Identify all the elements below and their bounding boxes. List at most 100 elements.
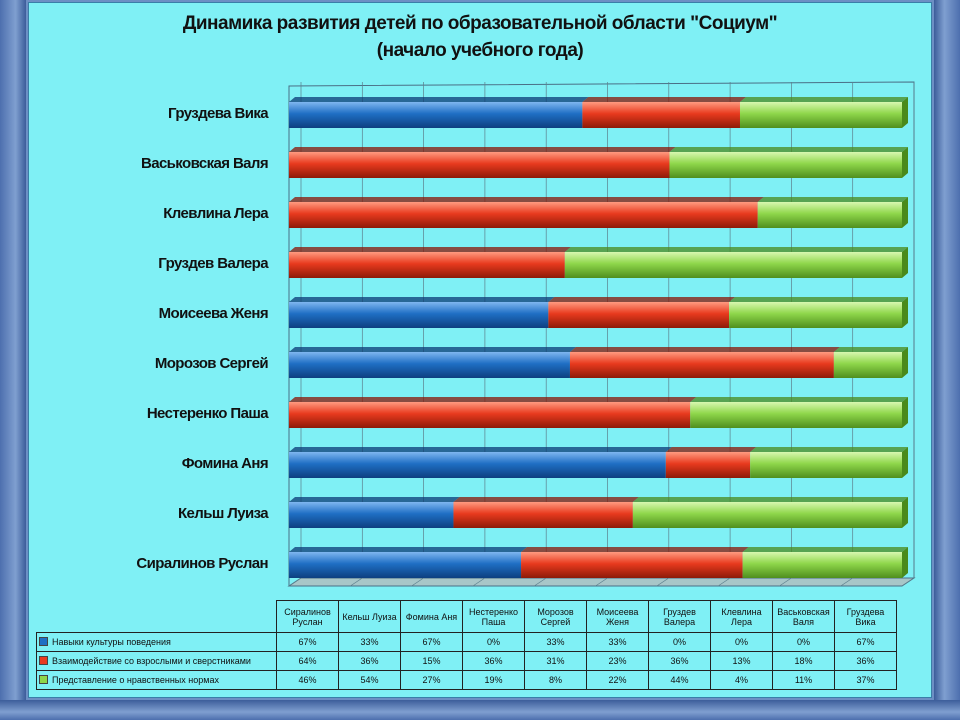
bar-end-cap [902, 147, 908, 178]
table-header-cell: Нестеренко Паша [462, 600, 525, 633]
bar-segment [289, 297, 555, 328]
table-cell: 36% [462, 651, 525, 671]
bar-top-face [289, 147, 676, 152]
table-cell: 11% [772, 670, 835, 690]
category-label: Кельш Луиза [178, 505, 269, 522]
bar-segment [750, 447, 908, 478]
table-header-row: Сиралинов Руслан Кельш Луиза Фомина Аня Нес… [36, 600, 897, 633]
frame-right-border [934, 0, 960, 720]
table-cell: 33% [524, 632, 587, 652]
bar-segment [833, 347, 908, 378]
bar-front-face [289, 402, 691, 428]
legend-entry: Взаимодействие со взрослыми и сверстника… [36, 651, 277, 671]
table-cell: 33% [338, 632, 401, 652]
table-cell: 37% [834, 670, 897, 690]
bar-segment [757, 197, 908, 228]
table-cell: 18% [772, 651, 835, 671]
bar-segment [742, 547, 908, 578]
bar-segment [289, 347, 576, 378]
table-header-cell: Сиралинов Руслан [276, 600, 339, 633]
legend-entry: Навыки культуры поведения [36, 632, 277, 652]
table-cell: 64% [276, 651, 339, 671]
bar-front-face [521, 552, 743, 578]
bar-front-face [757, 202, 902, 228]
category-label: Морозов Сергей [155, 355, 269, 372]
bar-top-face [521, 547, 749, 552]
table-header-cell: Фомина Аня [400, 600, 463, 633]
bar-end-cap [902, 497, 908, 528]
grid-line-floor [901, 577, 915, 587]
bar-front-face [289, 252, 565, 278]
table-header-cell: Груздева Вика [834, 600, 897, 633]
category-label: Клевлина Лера [163, 205, 269, 222]
frame-left-border [0, 0, 26, 720]
table-cell: 36% [648, 651, 711, 671]
legend-swatch [39, 656, 48, 665]
grid-line-floor [840, 577, 853, 587]
bar-end-cap [902, 197, 908, 228]
grid-line-floor [656, 577, 669, 587]
table-header-cell: Морозов Сергей [524, 600, 587, 633]
category-label: Груздев Валера [158, 255, 269, 272]
table-header-cell: Клевлина Лера [710, 600, 773, 633]
bar-top-face [833, 347, 908, 352]
legend-entry: Представление о нравственных нормах [36, 670, 277, 690]
bar-end-cap [902, 247, 908, 278]
table-cell: 13% [710, 651, 773, 671]
bar-top-face [289, 197, 764, 202]
bar-segment [289, 547, 528, 578]
table-cell: 54% [338, 670, 401, 690]
bar-front-face [750, 452, 902, 478]
bar-end-cap [902, 447, 908, 478]
bar-top-face [750, 447, 908, 452]
legend-swatch [39, 637, 48, 646]
bar-top-face [757, 197, 908, 202]
bar-segment [564, 247, 908, 278]
bar-top-face [739, 97, 908, 102]
bar-end-cap [902, 97, 908, 128]
category-label: Васьковская Валя [141, 155, 268, 172]
grid-line-floor [779, 577, 792, 587]
bar-front-face [729, 302, 902, 328]
bar-segment [289, 147, 676, 178]
table-cell: 67% [834, 632, 897, 652]
table-cell: 22% [586, 670, 649, 690]
bar-segment [690, 397, 908, 428]
table-cell: 31% [524, 651, 587, 671]
bar-top-face [289, 97, 589, 102]
bar-front-face [739, 102, 902, 128]
table-cell: 0% [772, 632, 835, 652]
category-label: Моисеева Женя [159, 305, 268, 322]
legend-swatch [39, 675, 48, 684]
table-cell: 67% [276, 632, 339, 652]
bar-front-face [690, 402, 902, 428]
bar-segment [521, 547, 749, 578]
table-cell: 36% [834, 651, 897, 671]
legend-label: Взаимодействие со взрослыми и сверстника… [52, 656, 251, 666]
bar-front-face [833, 352, 902, 378]
bar-front-face [289, 102, 583, 128]
bars [289, 97, 908, 578]
bar-front-face [453, 502, 633, 528]
bar-segment [289, 97, 589, 128]
grid-line-floor [411, 577, 424, 587]
bar-end-cap [902, 347, 908, 378]
bar-segment [739, 97, 908, 128]
bar-front-face [669, 152, 902, 178]
grid-line-floor [534, 577, 547, 587]
bar-top-face [289, 247, 571, 252]
bar-top-face [669, 147, 908, 152]
bar-top-face [289, 447, 672, 452]
grid-line-floor [717, 577, 731, 587]
bar-top-face [569, 347, 840, 352]
table-cell: 23% [586, 651, 649, 671]
grid-line-floor [595, 577, 608, 587]
bar-segment [453, 497, 639, 528]
table-corner [36, 600, 277, 633]
table-header-cell: Васьковская Валя [772, 600, 835, 633]
bar-front-face [289, 502, 454, 528]
bar-segment [632, 497, 908, 528]
bar-top-face [564, 247, 908, 252]
table-header-cell: Моисеева Женя [586, 600, 649, 633]
bar-segment [289, 447, 672, 478]
